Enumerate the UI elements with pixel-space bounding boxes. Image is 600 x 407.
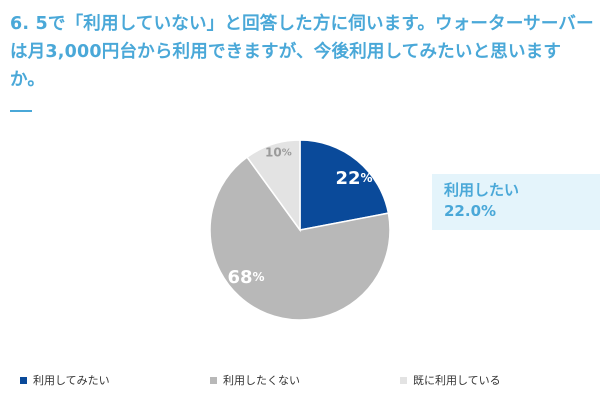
legend-label: 既に利用している — [413, 374, 501, 387]
legend-item: 利用したくない — [210, 372, 300, 388]
slice-label: 22% — [335, 167, 372, 188]
legend-swatch — [20, 376, 27, 384]
callout-label: 利用したい — [444, 181, 520, 199]
chart-legend: 利用してみたい 利用したくない 既に利用している — [20, 372, 600, 392]
pie-slice — [246, 139, 301, 233]
legend-swatch — [210, 376, 217, 384]
title-underline — [10, 110, 32, 112]
question-title: 6. 5で「利用していない」と回答した方に伺います。ウォーターサーバーは月3,0… — [10, 14, 594, 90]
legend-label: 利用したくない — [223, 374, 300, 387]
legend-item: 既に利用している — [400, 372, 501, 388]
pie-chart: 22% 68% 10% — [209, 139, 391, 321]
pie-slice — [209, 156, 391, 321]
slice-label: 10% — [265, 146, 292, 160]
legend-swatch — [400, 376, 407, 384]
callout-value: 22.0% — [444, 202, 497, 220]
legend-label: 利用してみたい — [33, 374, 110, 387]
highlight-callout: 利用したい 22.0% — [432, 174, 600, 230]
legend-item: 利用してみたい — [20, 372, 110, 388]
slice-label: 68% — [227, 266, 264, 287]
pie-slice — [299, 139, 390, 231]
